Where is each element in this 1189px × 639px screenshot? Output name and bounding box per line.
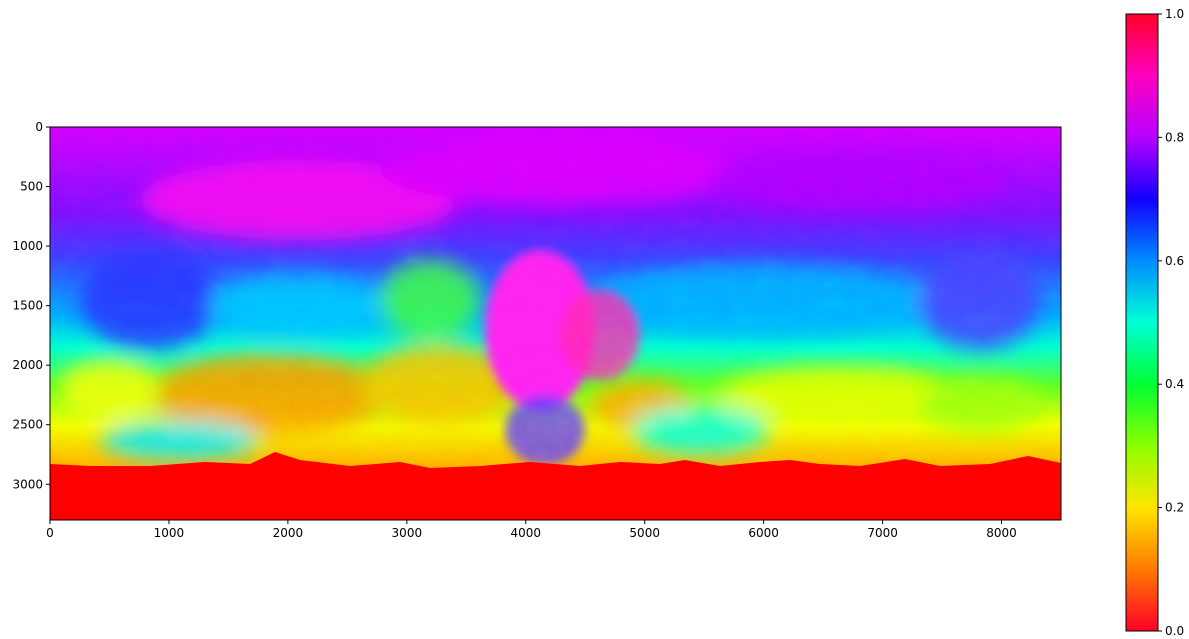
x-tick-label: 4000 (510, 526, 541, 540)
colorbar-tick-label: 0.6 (1165, 254, 1184, 268)
y-tick-label: 0 (35, 120, 43, 134)
x-tick-label: 6000 (748, 526, 779, 540)
x-tick-label: 3000 (392, 526, 423, 540)
y-tick-label: 2000 (12, 358, 43, 372)
y-tick-label: 1000 (12, 239, 43, 253)
colorbar-tick-label: 0.2 (1165, 501, 1184, 515)
x-tick-label: 7000 (867, 526, 898, 540)
x-tick-label: 2000 (273, 526, 304, 540)
x-tick-label: 0 (46, 526, 54, 540)
y-tick-label: 2500 (12, 418, 43, 432)
colorbar-tick-label: 0.4 (1165, 377, 1184, 391)
x-tick-label: 8000 (986, 526, 1017, 540)
plot-frame (49, 126, 1062, 521)
heatmap-image (50, 127, 1061, 520)
colorbar-gradient (1125, 13, 1159, 632)
colorbar-tick-label: 0.0 (1165, 624, 1184, 638)
x-tick-label: 1000 (154, 526, 185, 540)
colorbar-tick-label: 1.0 (1165, 7, 1184, 21)
y-tick-label: 3000 (12, 477, 43, 491)
colorbar: 0.0 0.2 0.4 0.6 0.8 1.0 (1125, 7, 1184, 638)
x-axis: 0 1000 2000 3000 4000 5000 6000 7000 8000 (46, 520, 1017, 540)
colorbar-tick-label: 0.8 (1165, 130, 1184, 144)
y-tick-label: 500 (20, 180, 43, 194)
x-tick-label: 5000 (629, 526, 660, 540)
y-axis: 0 500 1000 1500 2000 2500 3000 (12, 120, 50, 491)
colorbar-ticks: 0.0 0.2 0.4 0.6 0.8 1.0 (1158, 7, 1184, 638)
y-tick-label: 1500 (12, 299, 43, 313)
